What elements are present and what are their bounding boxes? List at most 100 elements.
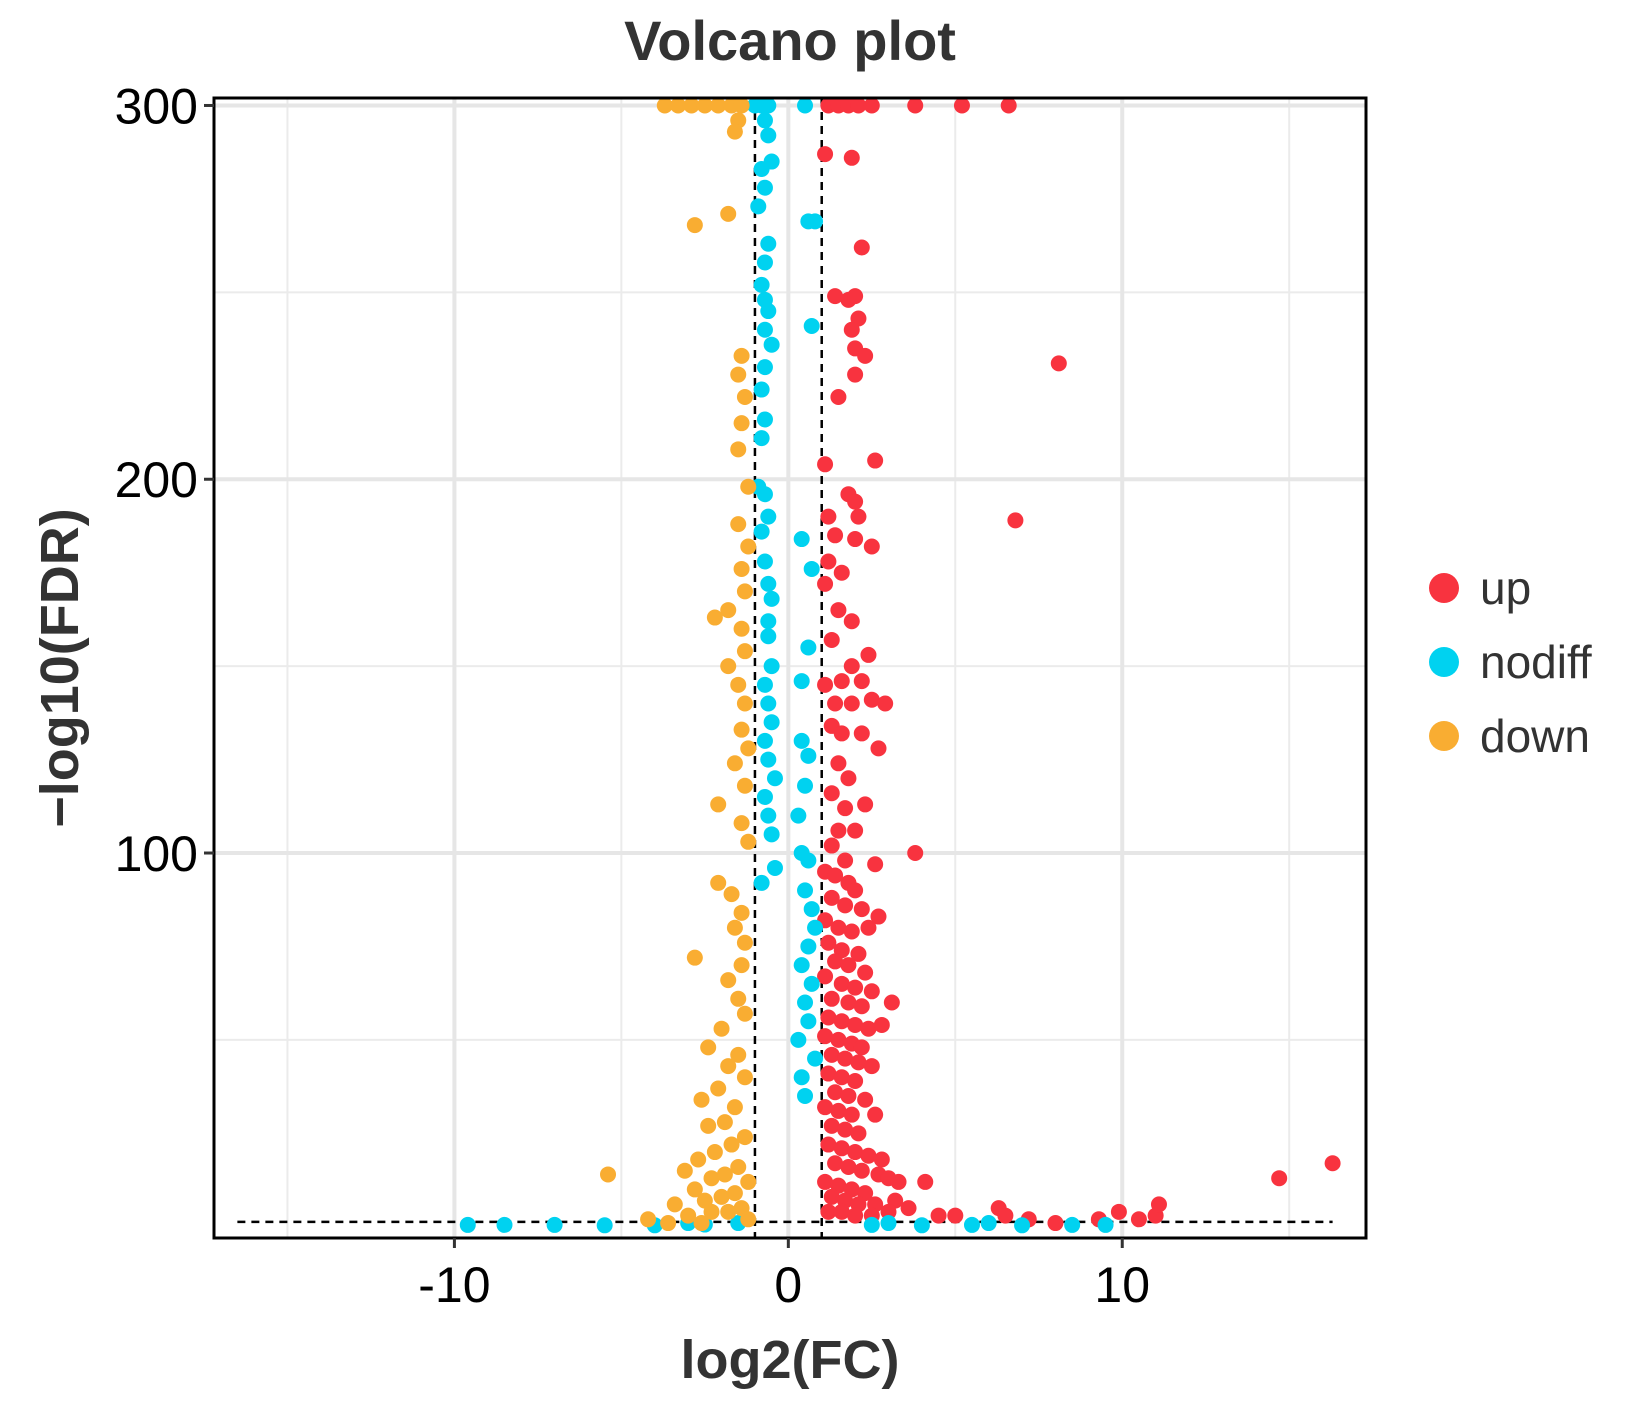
point-nodiff: [863, 1216, 880, 1233]
point-down: [693, 1091, 710, 1108]
point-up: [830, 755, 847, 772]
point-up: [820, 1136, 837, 1153]
point-up: [817, 456, 834, 473]
point-nodiff: [760, 303, 777, 320]
point-nodiff: [756, 254, 773, 271]
point-down: [720, 1058, 737, 1075]
point-up: [830, 822, 847, 839]
point-nodiff: [766, 770, 783, 787]
point-up: [823, 990, 840, 1007]
point-nodiff: [793, 673, 810, 690]
point-up: [820, 553, 837, 570]
point-up: [827, 1084, 844, 1101]
point-up: [837, 1050, 854, 1067]
point-nodiff: [797, 882, 814, 899]
point-up: [860, 1147, 877, 1164]
point-up: [1150, 1196, 1167, 1213]
y-axis-title: −log10(FDR): [30, 508, 90, 828]
point-nodiff: [756, 112, 773, 129]
x-tick-label: 10: [1094, 1257, 1150, 1313]
point-up: [1130, 1211, 1147, 1228]
point-down: [730, 990, 747, 1007]
point-up: [857, 796, 874, 813]
point-down: [740, 1173, 757, 1190]
point-up: [830, 389, 847, 406]
point-down: [710, 874, 727, 891]
point-up: [870, 908, 887, 925]
point-down: [733, 620, 750, 637]
legend-label-nodiff: nodiff: [1480, 636, 1592, 688]
point-up: [890, 1173, 907, 1190]
point-nodiff: [756, 411, 773, 428]
point-up: [837, 1121, 854, 1138]
point-nodiff: [756, 788, 773, 805]
point-down: [716, 1166, 733, 1183]
point-up: [907, 845, 924, 862]
point-up: [847, 366, 864, 383]
point-up: [833, 975, 850, 992]
point-up: [817, 146, 834, 163]
point-down: [733, 721, 750, 738]
point-nodiff: [803, 975, 820, 992]
point-down: [736, 1005, 753, 1022]
point-down: [736, 643, 753, 660]
point-up: [907, 97, 924, 114]
point-nodiff: [763, 826, 780, 843]
point-up: [817, 1028, 834, 1045]
point-down: [710, 796, 727, 813]
point-up: [873, 1151, 890, 1168]
point-up: [843, 658, 860, 675]
point-down: [736, 695, 753, 712]
x-tick-label: 0: [774, 1257, 802, 1313]
point-nodiff: [980, 1215, 997, 1232]
point-down: [736, 1129, 753, 1146]
point-down: [733, 957, 750, 974]
point-nodiff: [807, 213, 824, 230]
point-up: [840, 1087, 857, 1104]
point-up: [840, 770, 857, 787]
point-down: [730, 1046, 747, 1063]
point-down: [710, 97, 727, 114]
point-nodiff: [807, 919, 824, 936]
point-nodiff: [546, 1216, 563, 1233]
point-down: [726, 1185, 743, 1202]
point-up: [857, 347, 874, 364]
point-up: [820, 934, 837, 951]
point-up: [853, 1162, 870, 1179]
point-up: [827, 695, 844, 712]
point-up: [847, 1207, 864, 1224]
point-nodiff: [803, 560, 820, 577]
grid-lines: [214, 98, 1366, 1238]
point-up: [873, 1016, 890, 1033]
point-down: [720, 658, 737, 675]
point-down: [690, 1151, 707, 1168]
point-up: [830, 1031, 847, 1048]
point-up: [817, 968, 834, 985]
point-up: [853, 725, 870, 742]
point-nodiff: [800, 938, 817, 955]
point-up: [827, 527, 844, 544]
point-nodiff: [760, 751, 777, 768]
point-down: [736, 1069, 753, 1086]
point-up: [837, 800, 854, 817]
plot-border: [212, 96, 1368, 1240]
point-up: [830, 1102, 847, 1119]
point-up: [827, 867, 844, 884]
point-up: [847, 1016, 864, 1033]
point-nodiff: [790, 807, 807, 824]
point-down: [730, 676, 747, 693]
point-up: [850, 945, 867, 962]
point-down: [730, 516, 747, 533]
point-up: [870, 740, 887, 757]
point-nodiff: [750, 198, 767, 215]
point-nodiff: [753, 430, 770, 447]
point-up: [1047, 1215, 1064, 1232]
point-down: [676, 1162, 693, 1179]
point-nodiff: [913, 1217, 930, 1234]
point-up: [827, 953, 844, 970]
point-up: [1324, 1155, 1341, 1172]
point-nodiff: [760, 613, 777, 630]
point-down: [726, 123, 743, 140]
point-nodiff: [760, 695, 777, 712]
